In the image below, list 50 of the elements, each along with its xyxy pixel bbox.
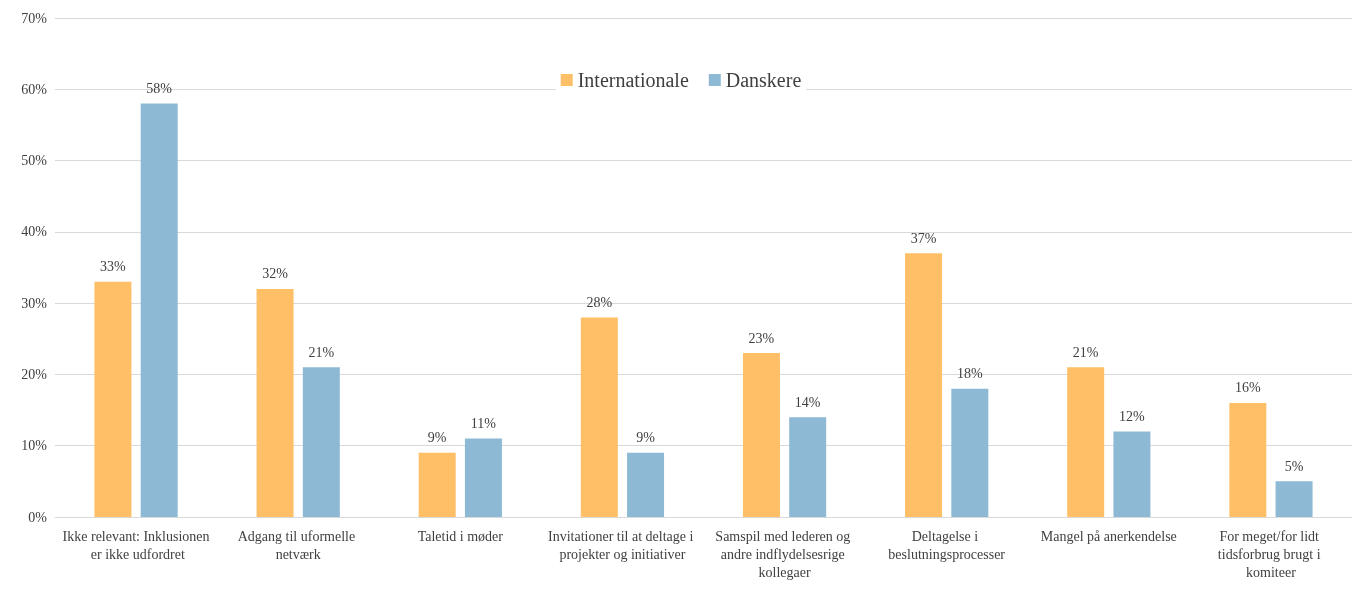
y-tick-label: 30%	[21, 295, 48, 311]
data-label: 9%	[427, 430, 447, 446]
data-label: 11%	[470, 416, 497, 432]
bar	[742, 353, 780, 517]
data-label: 33%	[100, 259, 127, 275]
x-tick-label: Taletid i møder	[417, 528, 504, 544]
data-label: 58%	[146, 81, 173, 97]
x-tick-label: Ikke relevant: Inklusionen er ikke udfordret	[62, 528, 210, 562]
y-tick-label: 50%	[21, 153, 48, 169]
data-label: 28%	[586, 294, 613, 310]
y-tick-label: 70%	[21, 10, 48, 26]
data-label: 21%	[1072, 344, 1099, 360]
bar	[1229, 402, 1267, 517]
bar	[302, 367, 340, 517]
data-label: 9%	[636, 430, 656, 446]
data-label: 32%	[262, 266, 289, 282]
data-label: 18%	[956, 366, 983, 382]
bar	[580, 317, 618, 517]
bar	[905, 253, 943, 517]
bar	[789, 417, 827, 517]
x-tick-label: Adgang til uformelle netværk	[237, 528, 359, 562]
y-tick-label: 10%	[21, 438, 48, 454]
y-tick-label: 20%	[21, 366, 48, 382]
data-label: 5%	[1284, 458, 1304, 474]
data-label: 21%	[308, 344, 335, 360]
data-label: 12%	[1119, 408, 1146, 424]
y-tick-label: 40%	[21, 224, 48, 240]
bar	[627, 452, 665, 517]
bar	[1275, 481, 1313, 517]
data-label: 23%	[748, 330, 775, 346]
bar	[94, 281, 132, 517]
x-tick-label: Mangel på anerkendelse	[1040, 528, 1177, 544]
data-label: 37%	[910, 230, 937, 246]
x-tick-label: For meget/for lidt tidsforbrug brugt i komiteer	[1217, 528, 1325, 580]
x-tick-label: Invitationer til at deltage i projekter og initiativer	[547, 528, 697, 562]
legend-label: Danskere	[725, 69, 802, 91]
bar	[1067, 367, 1105, 517]
bar	[464, 438, 502, 517]
x-tick-label: Samspil med lederen og andre indflydelsesrige kollegaer	[715, 528, 854, 580]
data-label: 16%	[1234, 380, 1261, 396]
x-tick-label: Deltagelse i beslutningsprocesser	[888, 528, 1006, 562]
data-label: 14%	[794, 394, 821, 410]
y-tick-label: 0%	[28, 509, 48, 525]
bar	[1113, 431, 1151, 517]
bar	[256, 288, 294, 517]
y-tick-label: 60%	[21, 81, 48, 97]
bar	[951, 388, 989, 517]
bar	[140, 103, 178, 517]
bar	[418, 452, 456, 517]
legend-label: Internationale	[577, 69, 689, 91]
